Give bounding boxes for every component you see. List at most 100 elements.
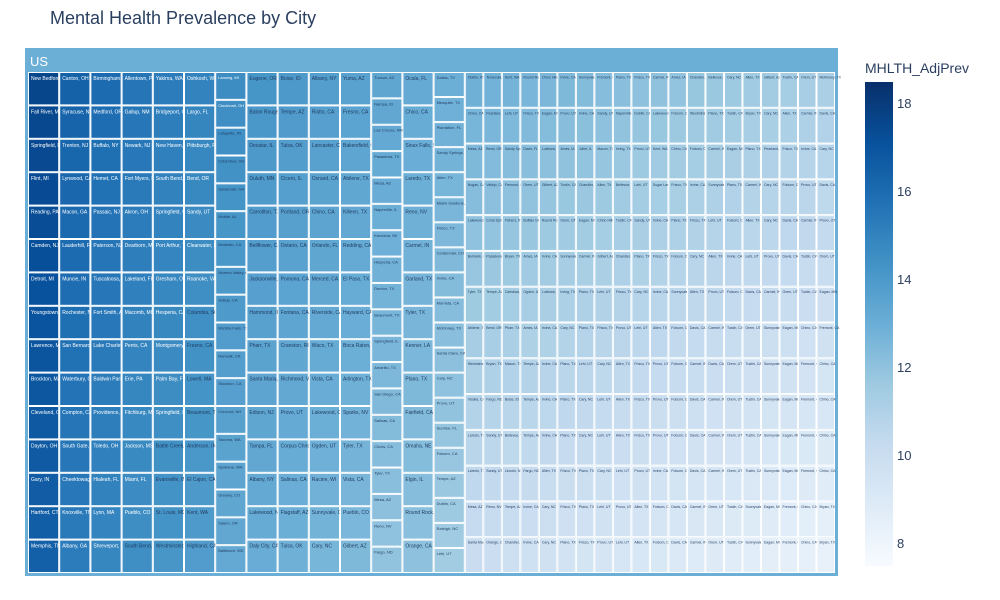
treemap-cell[interactable] (308, 406, 340, 440)
treemap-cell[interactable] (59, 339, 91, 373)
treemap-cell[interactable] (816, 358, 835, 395)
treemap-cell[interactable] (631, 286, 650, 323)
treemap-cell[interactable] (631, 394, 650, 430)
treemap-cell[interactable] (631, 250, 650, 287)
treemap-cell[interactable] (340, 105, 372, 139)
treemap-cell[interactable] (28, 138, 60, 173)
treemap-cell[interactable] (594, 394, 613, 430)
treemap-cell[interactable] (371, 309, 403, 336)
treemap-cell[interactable] (557, 465, 576, 502)
treemap-cell[interactable] (742, 358, 761, 395)
treemap-cell[interactable] (760, 179, 780, 216)
treemap-cell[interactable] (631, 107, 650, 144)
treemap-cell[interactable] (371, 98, 403, 125)
treemap-cell[interactable] (668, 322, 687, 359)
treemap-cell[interactable] (371, 414, 403, 442)
treemap-cell[interactable] (538, 286, 558, 323)
treemap-cell[interactable] (668, 107, 687, 144)
treemap-cell[interactable] (215, 406, 247, 434)
treemap-cell[interactable] (594, 286, 613, 323)
treemap-cell[interactable] (371, 124, 403, 152)
treemap-cell[interactable] (433, 447, 465, 473)
treemap-cell[interactable] (277, 205, 309, 240)
treemap-cell[interactable] (594, 143, 613, 180)
treemap-cell[interactable] (501, 179, 521, 216)
treemap-cell[interactable] (686, 143, 706, 180)
treemap-cell[interactable] (215, 489, 247, 518)
treemap-cell[interactable] (538, 322, 558, 359)
treemap-cell[interactable] (668, 429, 687, 466)
treemap-cell[interactable] (483, 322, 502, 359)
treemap-cell[interactable] (59, 472, 91, 507)
treemap-cell[interactable] (246, 105, 278, 139)
treemap-cell[interactable] (59, 506, 91, 540)
treemap-cell[interactable] (723, 537, 743, 574)
treemap-cell[interactable] (152, 138, 185, 173)
treemap-cell[interactable] (121, 372, 153, 407)
treemap-cell[interactable] (433, 547, 465, 574)
treemap-cell[interactable] (483, 429, 502, 466)
treemap-cell[interactable] (649, 501, 669, 538)
treemap-cell[interactable] (816, 429, 835, 466)
treemap-cell[interactable] (760, 286, 780, 323)
treemap-cell[interactable] (723, 72, 743, 108)
treemap-cell[interactable] (538, 501, 558, 538)
treemap-cell[interactable] (668, 465, 687, 502)
treemap-cell[interactable] (760, 107, 780, 144)
treemap-cell[interactable] (215, 211, 247, 240)
treemap-cell[interactable] (705, 358, 724, 395)
treemap-cell[interactable] (631, 143, 650, 180)
treemap-cell[interactable] (797, 501, 817, 538)
treemap-cell[interactable] (340, 172, 372, 206)
treemap-cell[interactable] (152, 105, 185, 139)
treemap-cell[interactable] (594, 322, 613, 359)
treemap-cell[interactable] (371, 362, 403, 389)
treemap-cell[interactable] (308, 272, 340, 306)
treemap-cell[interactable] (152, 305, 185, 340)
treemap-cell[interactable] (28, 172, 60, 206)
treemap-cell[interactable] (779, 72, 798, 108)
treemap-cell[interactable] (215, 545, 247, 574)
treemap-cell[interactable] (152, 406, 185, 440)
treemap-cell[interactable] (90, 506, 122, 540)
treemap-cell[interactable] (308, 239, 340, 273)
treemap-cell[interactable] (215, 322, 247, 351)
treemap-cell[interactable] (538, 72, 558, 108)
treemap-cell[interactable] (779, 358, 798, 395)
treemap-cell[interactable] (501, 537, 521, 574)
treemap-cell[interactable] (686, 250, 706, 287)
treemap-cell[interactable] (433, 322, 465, 348)
treemap-cell[interactable] (246, 239, 278, 273)
treemap-cell[interactable] (184, 138, 216, 173)
treemap-cell[interactable] (557, 179, 576, 216)
treemap-cell[interactable] (28, 72, 60, 106)
treemap-cell[interactable] (152, 172, 185, 206)
treemap-cell[interactable] (557, 143, 576, 180)
treemap-cell[interactable] (308, 472, 340, 507)
treemap-cell[interactable] (668, 358, 687, 395)
treemap-cell[interactable] (723, 465, 743, 502)
treemap-cell[interactable] (649, 215, 669, 251)
treemap-cell[interactable] (184, 372, 216, 407)
treemap-cell[interactable] (371, 203, 403, 231)
treemap-cell[interactable] (464, 143, 484, 180)
treemap-cell[interactable] (742, 322, 761, 359)
treemap-cell[interactable] (215, 239, 247, 267)
treemap-cell[interactable] (520, 179, 539, 216)
treemap-cell[interactable] (59, 305, 91, 340)
treemap-cell[interactable] (340, 372, 372, 407)
treemap-cell[interactable] (649, 286, 669, 323)
treemap-cell[interactable] (121, 472, 153, 507)
treemap-cell[interactable] (121, 339, 153, 373)
treemap-cell[interactable] (723, 501, 743, 538)
treemap-cell[interactable] (686, 501, 706, 538)
treemap-cell[interactable] (816, 286, 835, 323)
treemap-cell[interactable] (277, 439, 309, 473)
treemap-cell[interactable] (246, 406, 278, 440)
treemap-cell[interactable] (742, 250, 761, 287)
treemap-cell[interactable] (121, 205, 153, 240)
treemap-cell[interactable] (649, 72, 669, 108)
treemap-cell[interactable] (501, 501, 521, 538)
treemap-cell[interactable] (649, 358, 669, 395)
treemap-cell[interactable] (668, 250, 687, 287)
